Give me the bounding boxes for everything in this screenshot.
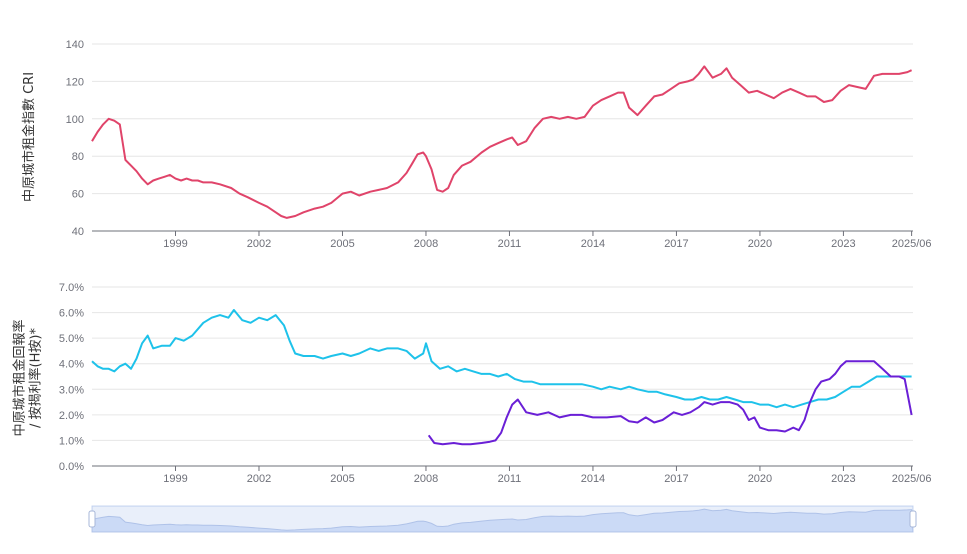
x-tick-label: 2008 bbox=[414, 238, 438, 250]
y-tick-label: 3.0% bbox=[59, 384, 84, 396]
rent-yield-chart: 0.0% 1.0% 2.0% 3.0% 4.0% 5.0% 6.0% 7.0% 1999 2002… bbox=[11, 282, 931, 485]
y-axis-title: 中原城市租金指數 CRI bbox=[21, 72, 37, 202]
x-tick-label: 2014 bbox=[581, 473, 605, 485]
x-tick-label: 2023 bbox=[831, 238, 855, 250]
x-tick-label: 2023 bbox=[831, 473, 855, 485]
x-tick-label: 2025/06 bbox=[892, 238, 932, 250]
rent-index-chart: 40 60 80 100 120 140 1999 2002 2005 2008 2011 2014 2… bbox=[21, 39, 931, 250]
y-tick-label: 6.0% bbox=[59, 308, 84, 320]
x-tick-label: 2002 bbox=[247, 238, 271, 250]
series-line-1 bbox=[91, 65, 913, 219]
x-tick-label: 2017 bbox=[664, 238, 688, 250]
y-tick-label: 4.0% bbox=[59, 359, 84, 371]
x-tick-label: 2011 bbox=[498, 473, 522, 485]
y-tick-label: 80 bbox=[72, 151, 84, 163]
y-axis-title-line: / 按揭利率(H按)* bbox=[28, 328, 44, 428]
x-tick-label: 2005 bbox=[330, 473, 354, 485]
slider-window[interactable] bbox=[92, 506, 913, 532]
y-tick-label: 100 bbox=[66, 114, 84, 126]
x-tick-label: 2020 bbox=[748, 473, 772, 485]
y-tick-label: 0.0% bbox=[59, 461, 84, 473]
y-tick-label: 7.0% bbox=[59, 282, 84, 294]
series-line-2 bbox=[427, 360, 913, 446]
x-tick-label: 2005 bbox=[330, 238, 354, 250]
slider-handle-right[interactable] bbox=[909, 510, 917, 528]
y-tick-label: 40 bbox=[72, 226, 84, 238]
y-tick-label: 5.0% bbox=[59, 333, 84, 345]
y-axis-title-line: 中原城市租金回報率 bbox=[11, 319, 27, 436]
slider-preview bbox=[91, 508, 914, 533]
x-tick-label: 1999 bbox=[163, 238, 187, 250]
x-tick-label: 2008 bbox=[414, 473, 438, 485]
series-line-1 bbox=[91, 309, 912, 409]
slider-handle-left[interactable] bbox=[88, 510, 96, 528]
y-axis-title: 中原城市租金回報率/ 按揭利率(H按)* bbox=[11, 319, 43, 436]
y-tick-label: 2.0% bbox=[59, 410, 84, 422]
y-tick-label: 1.0% bbox=[59, 435, 84, 447]
y-tick-label: 120 bbox=[66, 76, 84, 88]
x-tick-label: 2017 bbox=[664, 473, 688, 485]
x-tick-label: 2025/06 bbox=[892, 473, 932, 485]
data-zoom-slider[interactable] bbox=[88, 505, 917, 533]
x-tick-label: 2020 bbox=[748, 238, 772, 250]
x-tick-label: 2011 bbox=[498, 238, 522, 250]
y-tick-label: 140 bbox=[66, 39, 84, 51]
x-tick-label: 2014 bbox=[581, 238, 605, 250]
x-tick-label: 1999 bbox=[163, 473, 187, 485]
x-tick-label: 2002 bbox=[247, 473, 271, 485]
y-tick-label: 60 bbox=[72, 189, 84, 201]
